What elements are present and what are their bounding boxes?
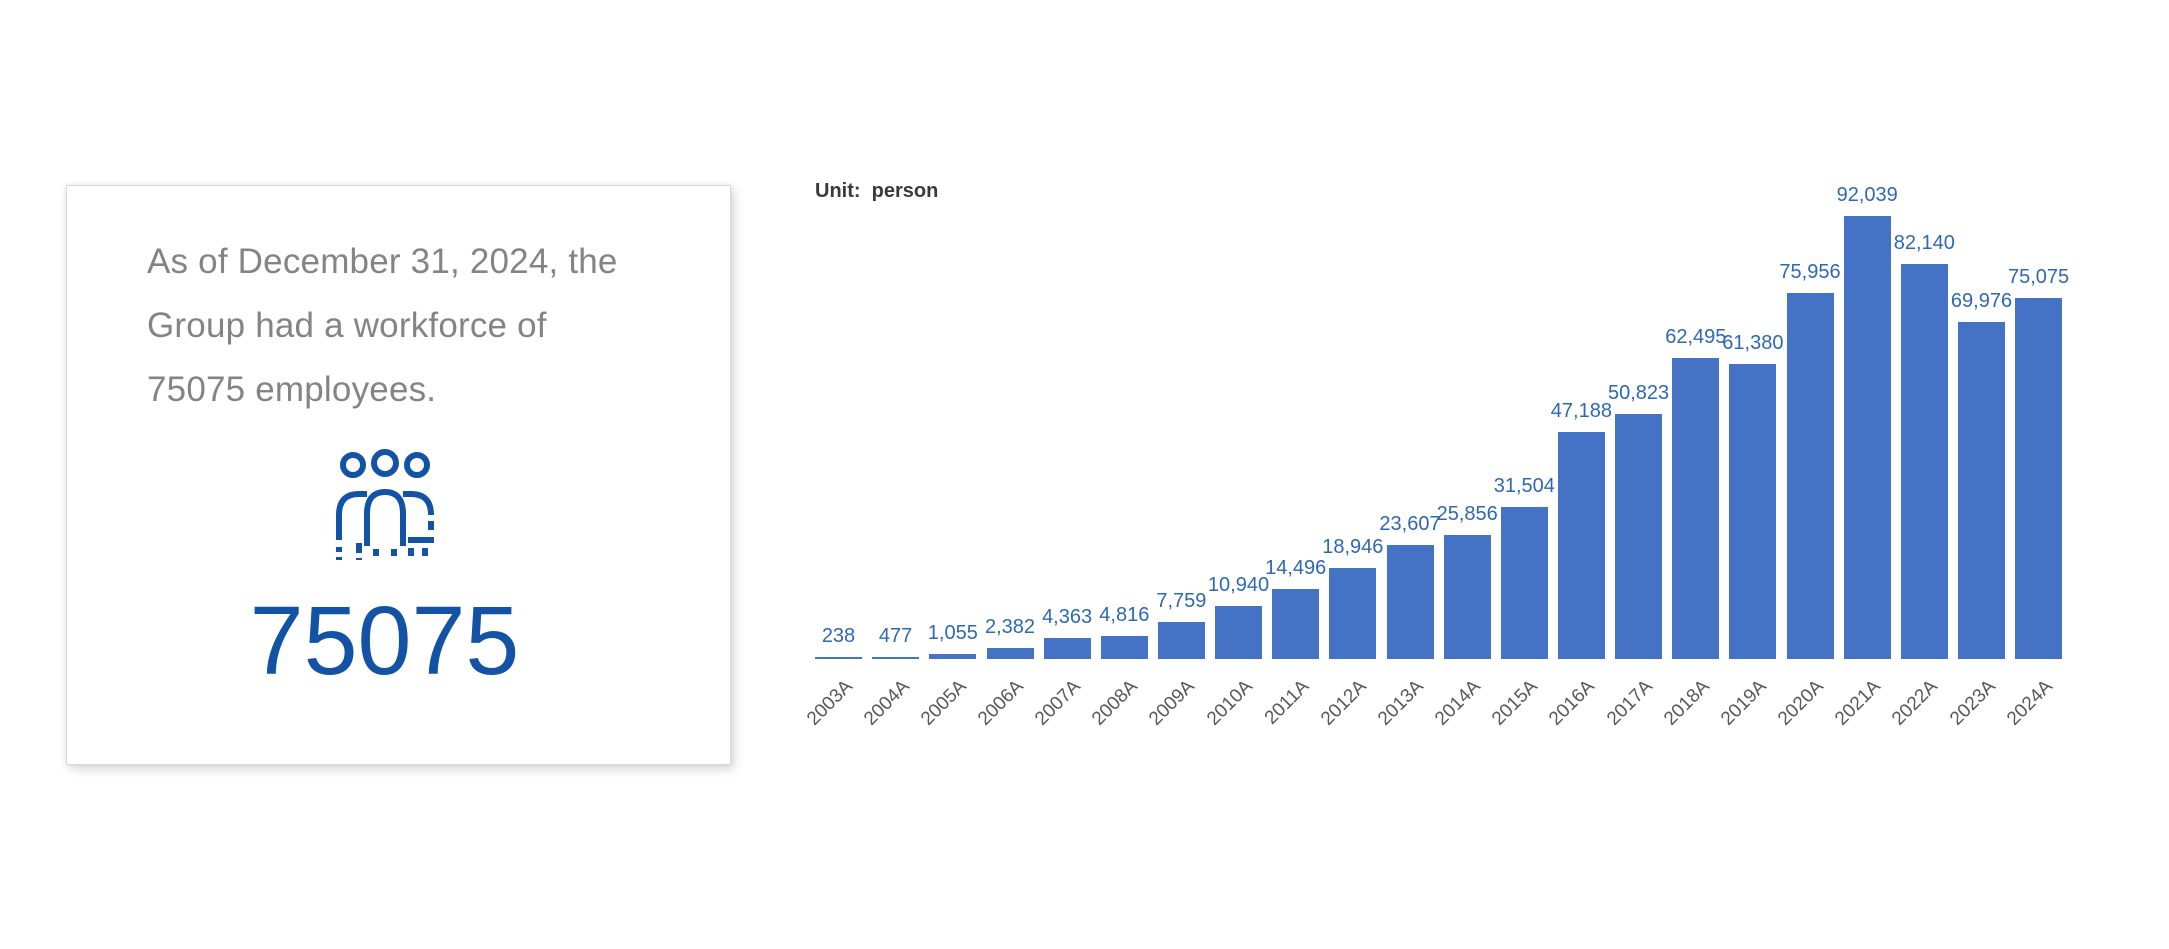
- summary-line-1: As of December 31, 2024, the: [147, 242, 618, 281]
- bar-value-label: 25,856: [1436, 502, 1498, 525]
- bar-value-label: 2,382: [984, 615, 1036, 638]
- bar-value-label: 92,039: [1836, 184, 1898, 206]
- bar-2016A: [1557, 431, 1605, 659]
- bar-value-label: 82,140: [1893, 231, 1955, 254]
- bar-2003A: [815, 657, 862, 659]
- bar-value-label: 61,380: [1722, 331, 1784, 354]
- summary-line-3: 75075 employees.: [147, 370, 437, 409]
- workforce-summary-card: As of December 31, 2024, the Group had a…: [66, 185, 731, 765]
- summary-line-2: Group had a workforce of: [147, 306, 547, 345]
- bar-2019A: [1729, 363, 1777, 659]
- x-axis-label: 2003A: [802, 676, 857, 730]
- x-axis-label: 2005A: [916, 676, 971, 730]
- bar-2011A: [1272, 589, 1320, 659]
- bar-2005A: [929, 653, 977, 659]
- bar-value-label: 23,607: [1379, 513, 1441, 536]
- bar-2024A: [2015, 297, 2063, 659]
- bar-value-label: 69,976: [1950, 290, 2013, 313]
- bar-value-label: 7,759: [1156, 589, 1207, 612]
- bar-value-label: 47,188: [1550, 399, 1612, 422]
- bar-2014A: [1443, 534, 1491, 659]
- bar-value-label: 238: [821, 625, 856, 647]
- bar-2015A: [1500, 507, 1548, 659]
- bar-value-label: 1,055: [927, 621, 978, 644]
- bar-2009A: [1157, 621, 1205, 659]
- bar-value-label: 31,504: [1493, 475, 1555, 498]
- bar-value-label: 18,946: [1322, 535, 1384, 558]
- x-axis-label: 2015A: [1488, 676, 1543, 730]
- bar-2018A: [1672, 358, 1720, 659]
- x-axis-label: 2022A: [1888, 676, 1943, 730]
- x-axis-label: 2009A: [1145, 676, 1200, 730]
- bar-2020A: [1786, 293, 1834, 659]
- x-axis-label: 2008A: [1088, 676, 1143, 730]
- x-axis-label: 2013A: [1374, 676, 1428, 730]
- bar-2006A: [986, 647, 1034, 659]
- x-axis-label: 2024A: [2002, 676, 2057, 730]
- chart-unit-label: Unit: person: [815, 180, 939, 202]
- x-axis-label: 2004A: [859, 676, 914, 730]
- bar-value-label: 10,940: [1207, 574, 1270, 597]
- x-axis-label: 2010A: [1202, 676, 1257, 730]
- bar-2007A: [1043, 638, 1091, 659]
- x-axis-label: 2017A: [1602, 676, 1657, 730]
- bar-value-label: 477: [878, 624, 913, 647]
- bar-2004A: [872, 656, 920, 659]
- bar-value-label: 62,495: [1665, 326, 1727, 349]
- workforce-summary-content: As of December 31, 2024, the Group had a…: [67, 186, 730, 764]
- x-axis-label: 2012A: [1316, 676, 1371, 730]
- bar-2010A: [1215, 606, 1262, 659]
- x-axis-label: 2021A: [1831, 676, 1886, 730]
- x-axis-label: 2007A: [1031, 676, 1085, 730]
- bar-value-label: 75,956: [1779, 261, 1841, 284]
- bar-2012A: [1329, 567, 1377, 659]
- icon-wrapper: [147, 448, 622, 565]
- bar-2013A: [1386, 545, 1434, 659]
- bar-value-label: 4,816: [1099, 603, 1150, 626]
- x-axis-label: 2019A: [1717, 676, 1771, 730]
- bar-2017A: [1615, 414, 1663, 659]
- bar-value-label: 14,496: [1265, 557, 1327, 580]
- x-axis-label: 2016A: [1545, 676, 1600, 730]
- bar-value-label: 75,075: [2008, 265, 2070, 288]
- x-axis-label: 2023A: [1945, 676, 2000, 730]
- bar-2022A: [1900, 263, 1948, 659]
- workforce-total: 75075: [249, 586, 520, 695]
- people-group-icon: [335, 449, 434, 560]
- x-axis-label: 2018A: [1659, 676, 1714, 730]
- x-axis-label: 2020A: [1774, 676, 1828, 730]
- x-axis-label: 2006A: [974, 676, 1028, 730]
- bar-2023A: [1958, 322, 2005, 659]
- x-axis-label: 2011A: [1260, 676, 1314, 729]
- workforce-summary-text: As of December 31, 2024, the Group had a…: [147, 230, 622, 422]
- bar-value-label: 4,363: [1042, 606, 1093, 628]
- x-axis-label: 2014A: [1431, 676, 1486, 730]
- bar-value-label: 50,823: [1608, 382, 1670, 405]
- bar-2021A: [1843, 216, 1891, 659]
- bar-2008A: [1100, 635, 1148, 659]
